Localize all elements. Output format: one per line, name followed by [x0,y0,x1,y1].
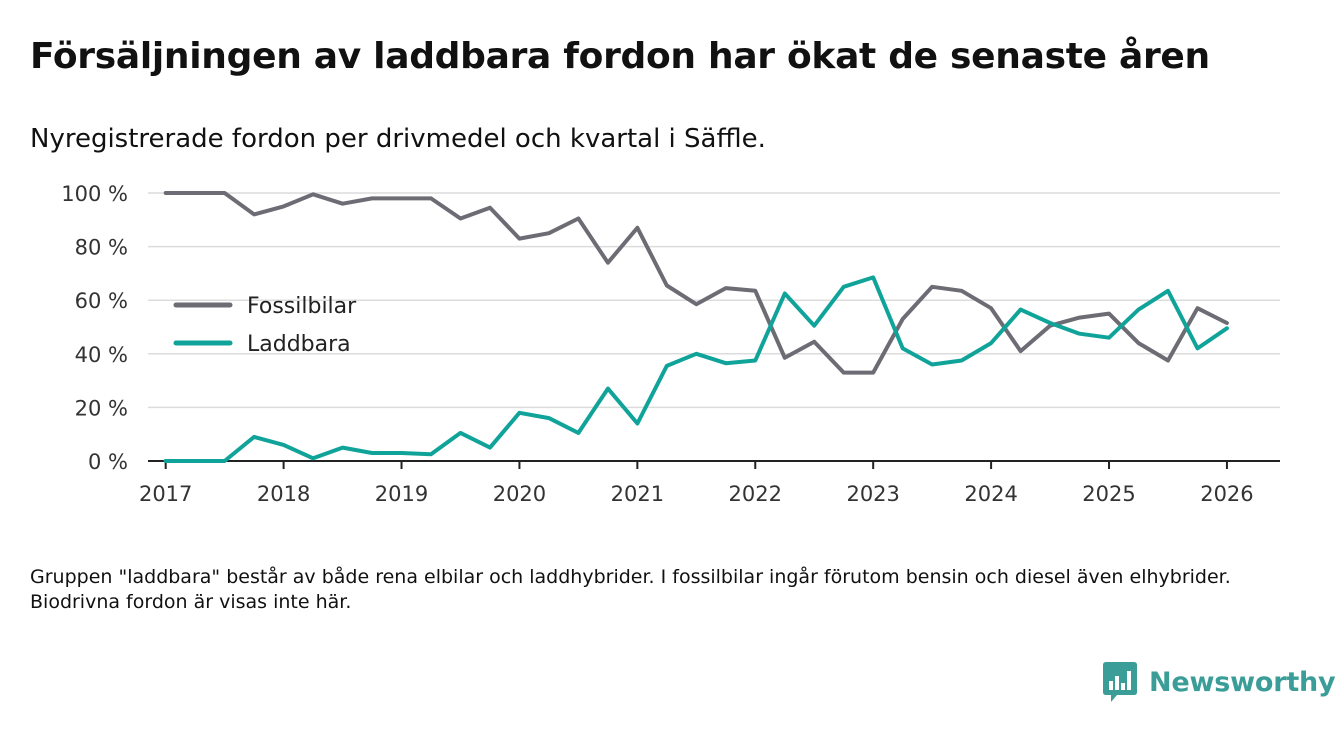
y-tick-label: 100 % [61,182,128,206]
chart-title: Försäljningen av laddbara fordon har öka… [30,36,1210,77]
y-tick-label: 20 % [75,396,128,420]
newsworthy-logo: Newsworthy [1103,662,1336,702]
legend-label-fossilbilar: Fossilbilar [247,294,357,319]
x-tick-label: 2019 [375,482,428,506]
x-tick-label: 2025 [1082,482,1135,506]
legend-label-laddbara: Laddbara [247,332,351,357]
x-tick-label: 2017 [139,482,192,506]
y-tick-label: 80 % [75,236,128,260]
x-tick-label: 2021 [611,482,664,506]
x-axis-ticks: 2017 2018 2019 2020 2021 2022 2023 2024 2025 2026 [139,461,1254,506]
legend: Fossilbilar Laddbara [173,294,357,357]
x-tick-label: 2026 [1200,482,1253,506]
x-tick-label: 2020 [493,482,546,506]
series-line-laddbara [163,275,1229,463]
series-lines [163,191,1229,463]
grid-lines [148,192,1280,409]
x-tick-label: 2023 [846,482,899,506]
y-tick-label: 0 % [88,450,128,474]
y-tick-label: 40 % [75,343,128,367]
y-axis-ticks: 0 % 20 % 40 % 60 % 80 % 100 % [61,182,128,474]
y-tick-label: 60 % [75,289,128,313]
x-tick-label: 2022 [729,482,782,506]
bar-chart-icon [1103,662,1137,702]
series-line-fossilbilar [163,191,1229,375]
footnote: Gruppen "laddbara" består av både rena e… [30,566,1231,613]
x-tick-label: 2018 [257,482,310,506]
x-tick-label: 2024 [964,482,1017,506]
chart-subtitle: Nyregistrerade fordon per drivmedel och … [30,124,766,154]
logo-text: Newsworthy [1149,666,1336,698]
